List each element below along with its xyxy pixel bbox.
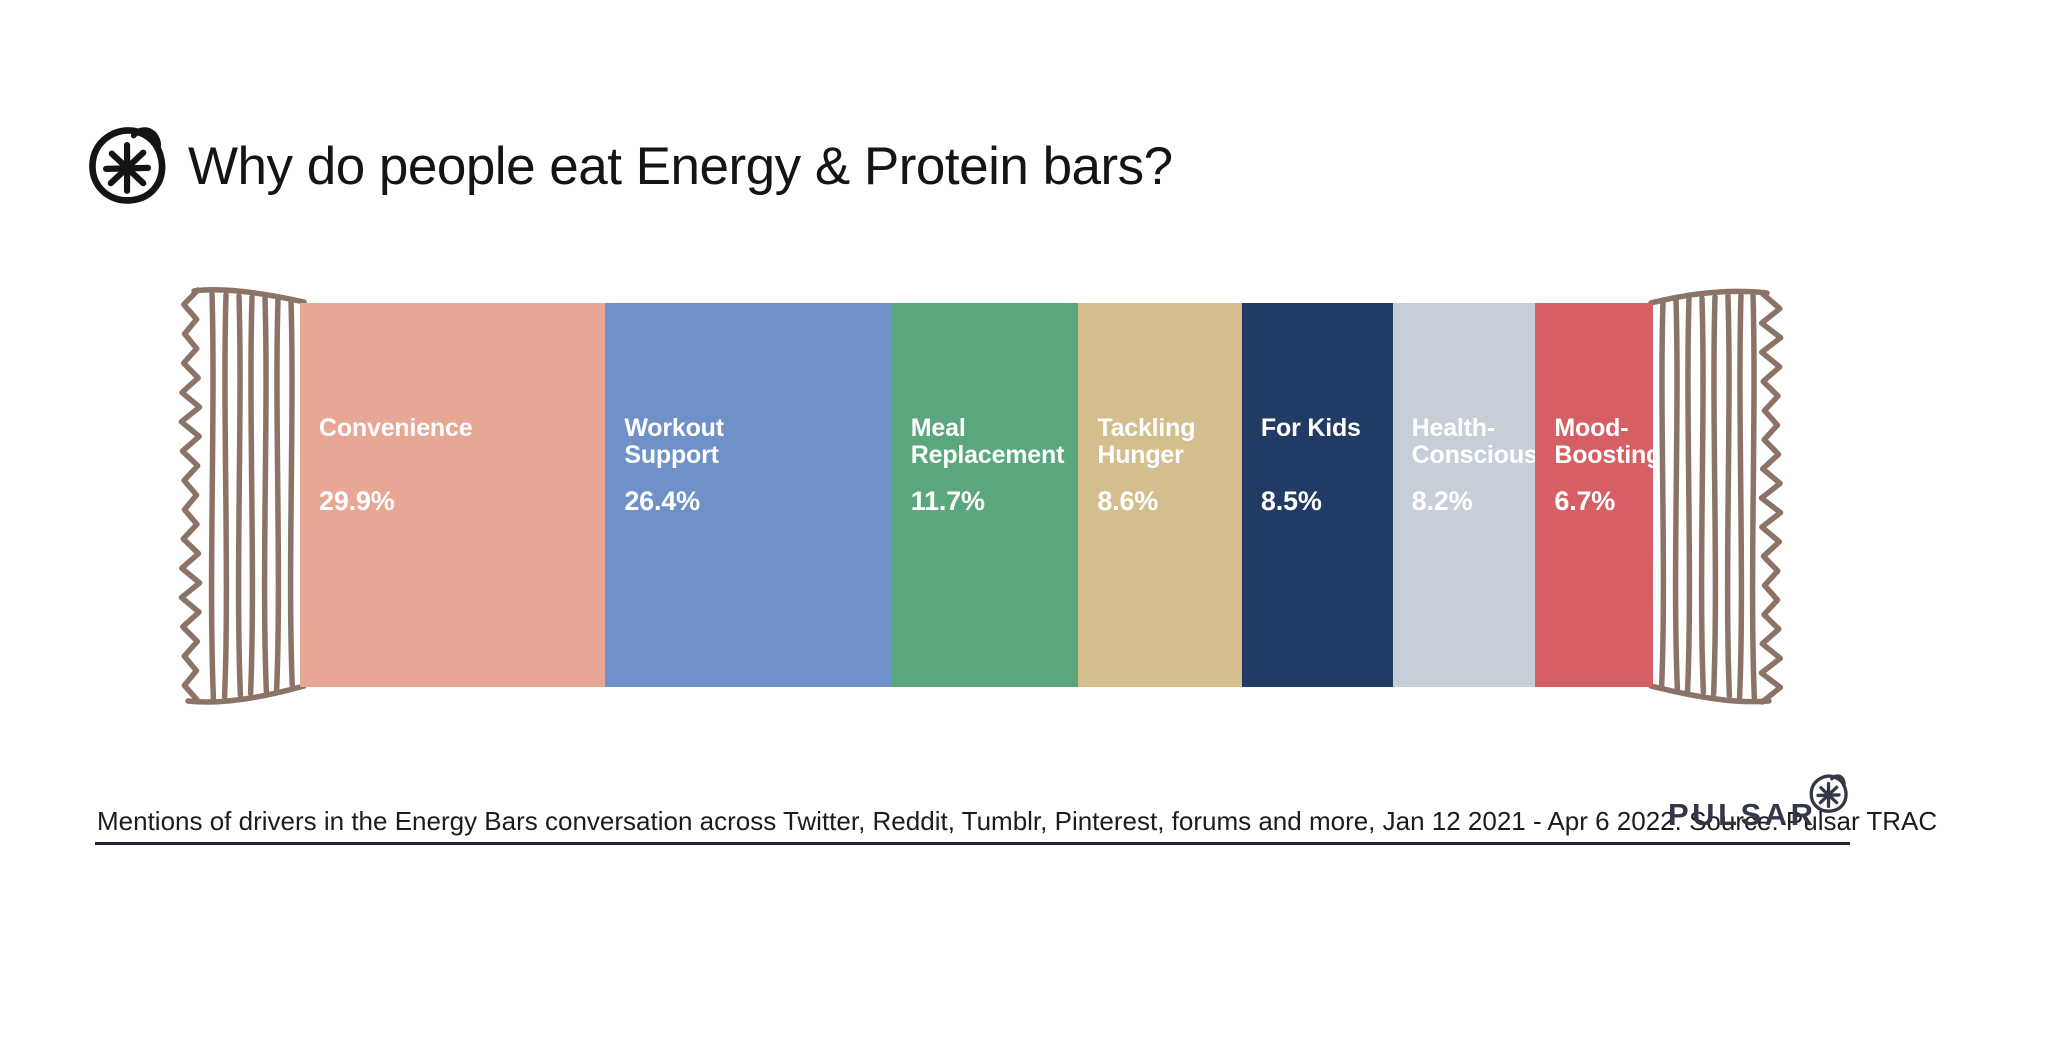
page-title: Why do people eat Energy & Protein bars? [188,136,1173,196]
bar-segment-workout-support: Workout Support 26.4% [605,303,892,687]
segment-label: For Kids [1260,414,1361,442]
segment-value: 8.2% [1411,486,1473,516]
wrapper-end-left-illustration [178,287,307,705]
segment-label: Mood- Boosting [1554,414,1662,469]
brand-wordmark: PULSAR [1668,797,1817,832]
segment-label: Tackling Hunger [1097,414,1196,469]
segment-label: Workout Support [624,414,724,469]
segment-value: 8.5% [1260,486,1322,516]
bar-segment-mood-boosting: Mood- Boosting 6.7% [1535,303,1661,687]
footer-rule [95,842,1850,845]
segment-value: 6.7% [1554,486,1616,516]
segment-value: 29.9% [319,486,395,516]
bar-segment-convenience: Convenience 29.9% [300,303,606,687]
footer-caption: Mentions of drivers in the Energy Bars c… [97,806,1938,836]
wrapper-end-right-illustration [1648,288,1784,705]
segment-value: 26.4% [624,486,700,516]
brand-logo: PULSAR [1668,772,1868,834]
energy-bar-chart: Convenience 29.9% Workout Support 26.4% Meal R… [300,303,1661,687]
segment-label: Meal Replacement [910,414,1065,469]
brand-asterisk-circle-icon [1809,774,1848,813]
asterisk-circle-icon [89,127,166,204]
segment-label: Health- Conscious [1411,414,1538,469]
segment-value: 11.7% [910,486,985,516]
bar-segment-for-kids: For Kids 8.5% [1241,303,1393,687]
segment-value: 8.6% [1097,486,1159,516]
bar-segment-health-conscious: Health- Conscious 8.2% [1392,303,1538,687]
bar-segment-tackling-hunger: Tackling Hunger 8.6% [1078,303,1242,687]
header: Why do people eat Energy & Protein bars? [88,124,1173,208]
segment-label: Convenience [319,414,473,442]
bar-segment-meal-replacement: Meal Replacement 11.7% [891,303,1079,687]
